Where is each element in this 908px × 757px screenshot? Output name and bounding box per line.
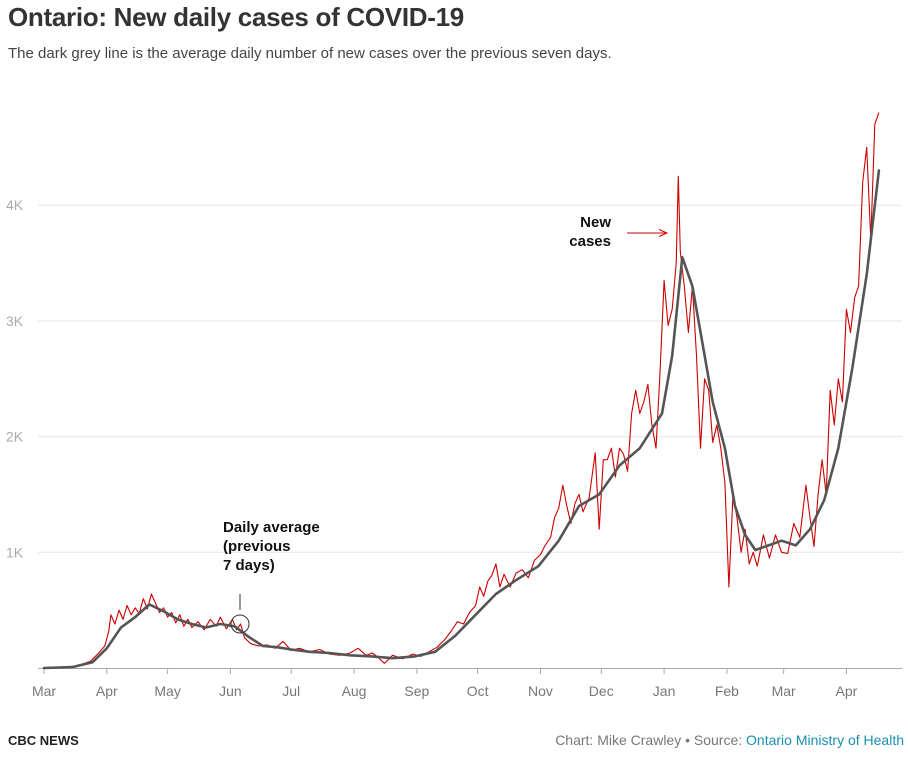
x-tick-label: Dec [589,683,614,699]
x-axis-ticks: Mar Apr May Jun Jul Aug Sep Oct Nov Dec Jan Feb Mar A… [32,668,858,699]
x-tick-label: Nov [528,683,553,699]
x-tick-label: Sep [404,683,429,699]
gridlines [38,204,902,553]
chart-subtitle: The dark grey line is the average daily … [8,45,612,62]
y-tick-label: 2K [6,429,24,445]
y-axis-ticks: 1K 2K 3K 4K [6,197,24,560]
annotation-avg-line2: (previous [223,538,291,555]
x-tick-label: Mar [772,683,796,699]
x-tick-label: Jun [219,683,242,699]
series-seven-day-average [42,169,881,670]
x-tick-label: Aug [342,683,367,699]
series-daily-cases [43,112,880,669]
y-tick-label: 1K [6,544,24,560]
credit-line: Chart: Mike Crawley • Source: Ontario Mi… [555,732,904,748]
chart-title: Ontario: New daily cases of COVID-19 [8,2,464,32]
x-tick-label: Apr [96,683,118,699]
source-link[interactable]: Ontario Ministry of Health [746,732,904,748]
annotation-average-marker [230,594,250,634]
x-tick-label: Jul [282,683,300,699]
x-tick-label: Oct [467,683,489,699]
x-tick-label: Feb [715,683,739,699]
annotation-new-cases-arrow [627,229,669,237]
annotation-avg-line3: 7 days) [223,557,275,574]
brand-label: CBC NEWS [8,733,79,748]
x-tick-label: Mar [32,683,56,699]
y-tick-label: 3K [6,313,24,329]
annotation-new-cases: New cases [565,213,611,251]
annotation-new-cases-line2: cases [569,233,611,250]
x-tick-label: Jan [653,683,676,699]
x-tick-label: May [154,683,180,699]
annotation-daily-average: Daily average (previous 7 days) [223,518,320,575]
credit-prefix: Chart: Mike Crawley • Source: [555,732,747,748]
y-tick-label: 4K [6,197,24,213]
annotation-new-cases-line1: New [580,214,611,231]
x-tick-label: Apr [836,683,858,699]
annotation-avg-line1: Daily average [223,519,320,536]
